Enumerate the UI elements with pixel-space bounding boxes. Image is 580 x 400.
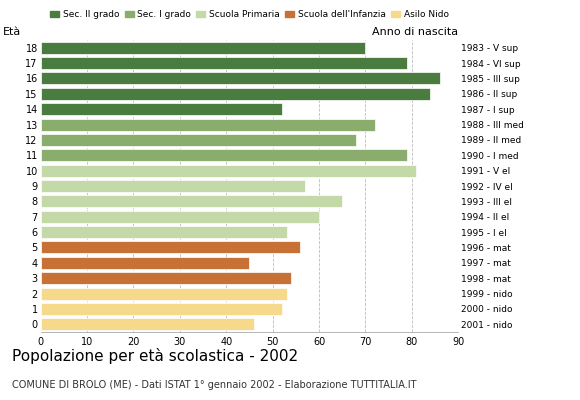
Bar (41, 180, 305, 192)
Bar (41, 257, 249, 269)
Bar (41, 118, 375, 130)
Text: Anno di nascita: Anno di nascita (372, 27, 458, 37)
Text: COMUNE DI BROLO (ME) - Dati ISTAT 1° gennaio 2002 - Elaborazione TUTTITALIA.IT: COMUNE DI BROLO (ME) - Dati ISTAT 1° gen… (12, 380, 416, 390)
Bar (41, 149, 407, 161)
Bar (41, 88, 430, 100)
Bar (41, 103, 282, 115)
Bar (41, 288, 287, 300)
Bar (41, 165, 416, 177)
Bar (41, 134, 356, 146)
Bar (41, 42, 365, 54)
Bar (41, 195, 342, 207)
Bar (41, 72, 440, 84)
Bar (41, 303, 282, 315)
Bar (41, 226, 287, 238)
Bar (41, 211, 319, 223)
Bar (41, 242, 300, 254)
Text: Popolazione per età scolastica - 2002: Popolazione per età scolastica - 2002 (12, 348, 298, 364)
Legend: Sec. II grado, Sec. I grado, Scuola Primaria, Scuola dell'Infanzia, Asilo Nido: Sec. II grado, Sec. I grado, Scuola Prim… (46, 6, 452, 23)
Bar (41, 318, 254, 330)
Bar (41, 272, 291, 284)
Text: Età: Età (3, 27, 21, 37)
Bar (41, 57, 407, 69)
